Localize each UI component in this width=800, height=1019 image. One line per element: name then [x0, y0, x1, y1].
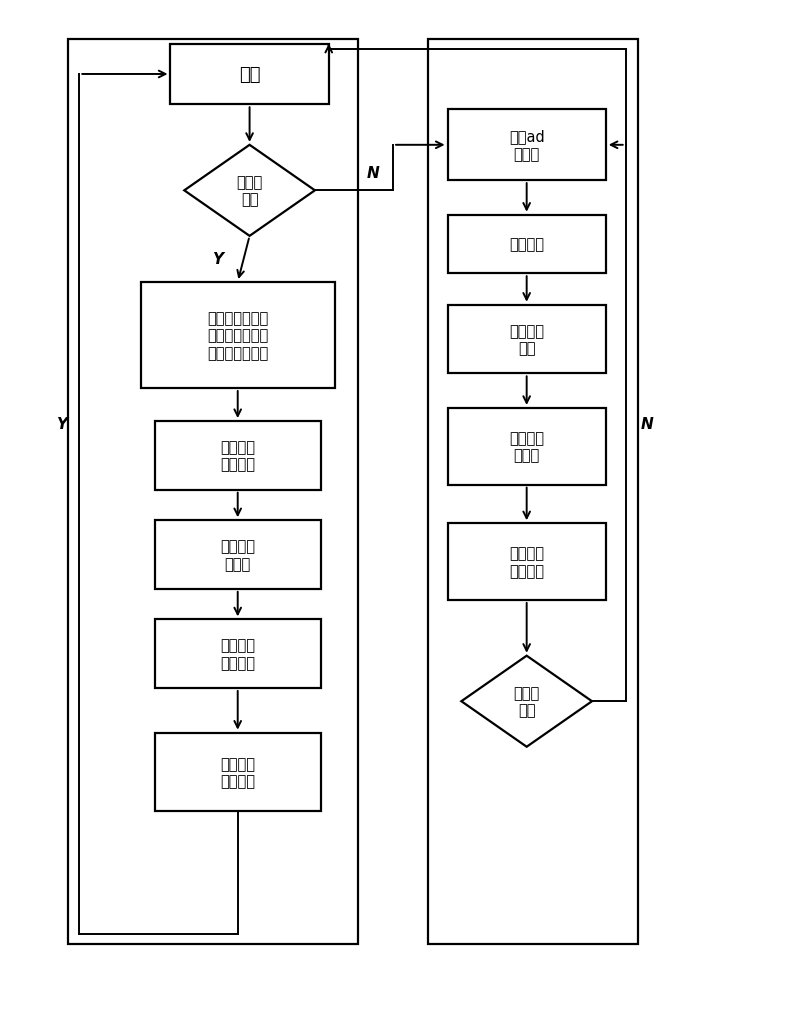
Text: 数据处理
与打包: 数据处理 与打包	[509, 431, 544, 463]
Bar	[141, 282, 334, 388]
Bar	[447, 110, 606, 181]
Text: N: N	[367, 165, 380, 180]
Bar	[428, 40, 638, 944]
Bar	[154, 733, 321, 812]
Text: 使能高压
采集部分: 使能高压 采集部分	[220, 756, 255, 789]
Polygon shape	[184, 146, 315, 236]
Text: 准备: 准备	[239, 66, 260, 84]
Bar	[447, 215, 606, 274]
Bar	[154, 620, 321, 689]
Text: 设置ad
采集命: 设置ad 采集命	[509, 129, 545, 162]
Text: 低压回路
上电复位: 低压回路 上电复位	[220, 440, 255, 472]
Text: 发动机
熄火: 发动机 熄火	[514, 686, 540, 717]
Bar	[67, 40, 358, 944]
Text: 低压回路
初始化: 低压回路 初始化	[220, 539, 255, 572]
Text: 读取采集
数据: 读取采集 数据	[509, 323, 544, 356]
Bar	[447, 524, 606, 600]
Text: 采集板低压回路
供电；采集板高
压回路电源电路: 采集板低压回路 供电；采集板高 压回路电源电路	[207, 311, 268, 361]
Text: 总火信
号到: 总火信 号到	[237, 175, 262, 207]
Bar	[170, 45, 329, 105]
Text: Y: Y	[213, 252, 223, 266]
Text: N: N	[641, 416, 654, 431]
Bar	[447, 306, 606, 374]
Text: Y: Y	[56, 416, 66, 431]
Text: 数据采集: 数据采集	[509, 237, 544, 252]
Bar	[447, 409, 606, 485]
Text: 发送到上
层控制器: 发送到上 层控制器	[509, 546, 544, 578]
Bar	[154, 521, 321, 589]
Text: 低压回路
上电保持: 低压回路 上电保持	[220, 638, 255, 671]
Bar	[154, 422, 321, 490]
Polygon shape	[462, 656, 592, 747]
